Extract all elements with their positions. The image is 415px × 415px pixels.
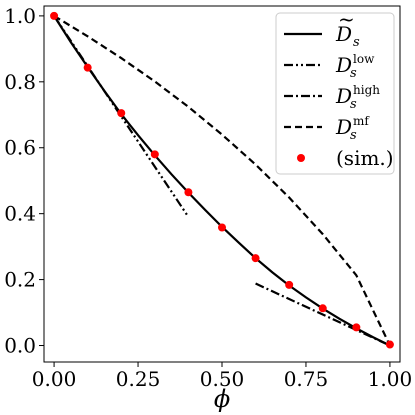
- x-tick-label: 0.75: [284, 367, 329, 391]
- sim-point: [385, 340, 394, 349]
- sim-point: [50, 11, 59, 20]
- series-line-1: [53, 15, 190, 218]
- x-tick-label: 1.00: [368, 367, 413, 391]
- y-tick-label: 0.4: [4, 202, 36, 226]
- legend-label-1: Dlow s: [335, 52, 375, 81]
- legend-label-3: Dmf s: [335, 114, 370, 143]
- y-tick-label: 0.2: [4, 268, 36, 292]
- sim-point: [218, 223, 226, 232]
- x-tick-label: 0.25: [116, 367, 161, 391]
- sim-point: [318, 304, 327, 313]
- x-tick-label: 0.50: [200, 367, 245, 391]
- sim-point: [285, 280, 294, 289]
- y-tick-label: 1.0: [4, 4, 36, 28]
- legend-label-2: Dhigh s: [335, 83, 380, 112]
- series-line-2: [255, 282, 391, 347]
- legend-box: [275, 12, 395, 175]
- y-tick-label: 0.0: [4, 334, 36, 358]
- sim-point: [150, 150, 159, 159]
- legend-label-0: Ds: [335, 22, 360, 50]
- y-tick-label: 0.8: [4, 70, 36, 94]
- legend-tilde: ~: [338, 7, 355, 31]
- sim-point: [251, 254, 260, 263]
- x-tick-label: 0.00: [32, 367, 77, 391]
- legend-marker: [297, 154, 305, 162]
- legend-label-4: (sim.): [336, 146, 394, 170]
- sim-point: [352, 323, 361, 332]
- y-tick-label: 0.6: [4, 136, 36, 160]
- x-axis-label: ϕ: [214, 385, 230, 413]
- sim-point: [83, 63, 92, 72]
- series-line-3: [53, 14, 391, 346]
- sim-point: [184, 188, 193, 197]
- sim-point: [117, 109, 126, 118]
